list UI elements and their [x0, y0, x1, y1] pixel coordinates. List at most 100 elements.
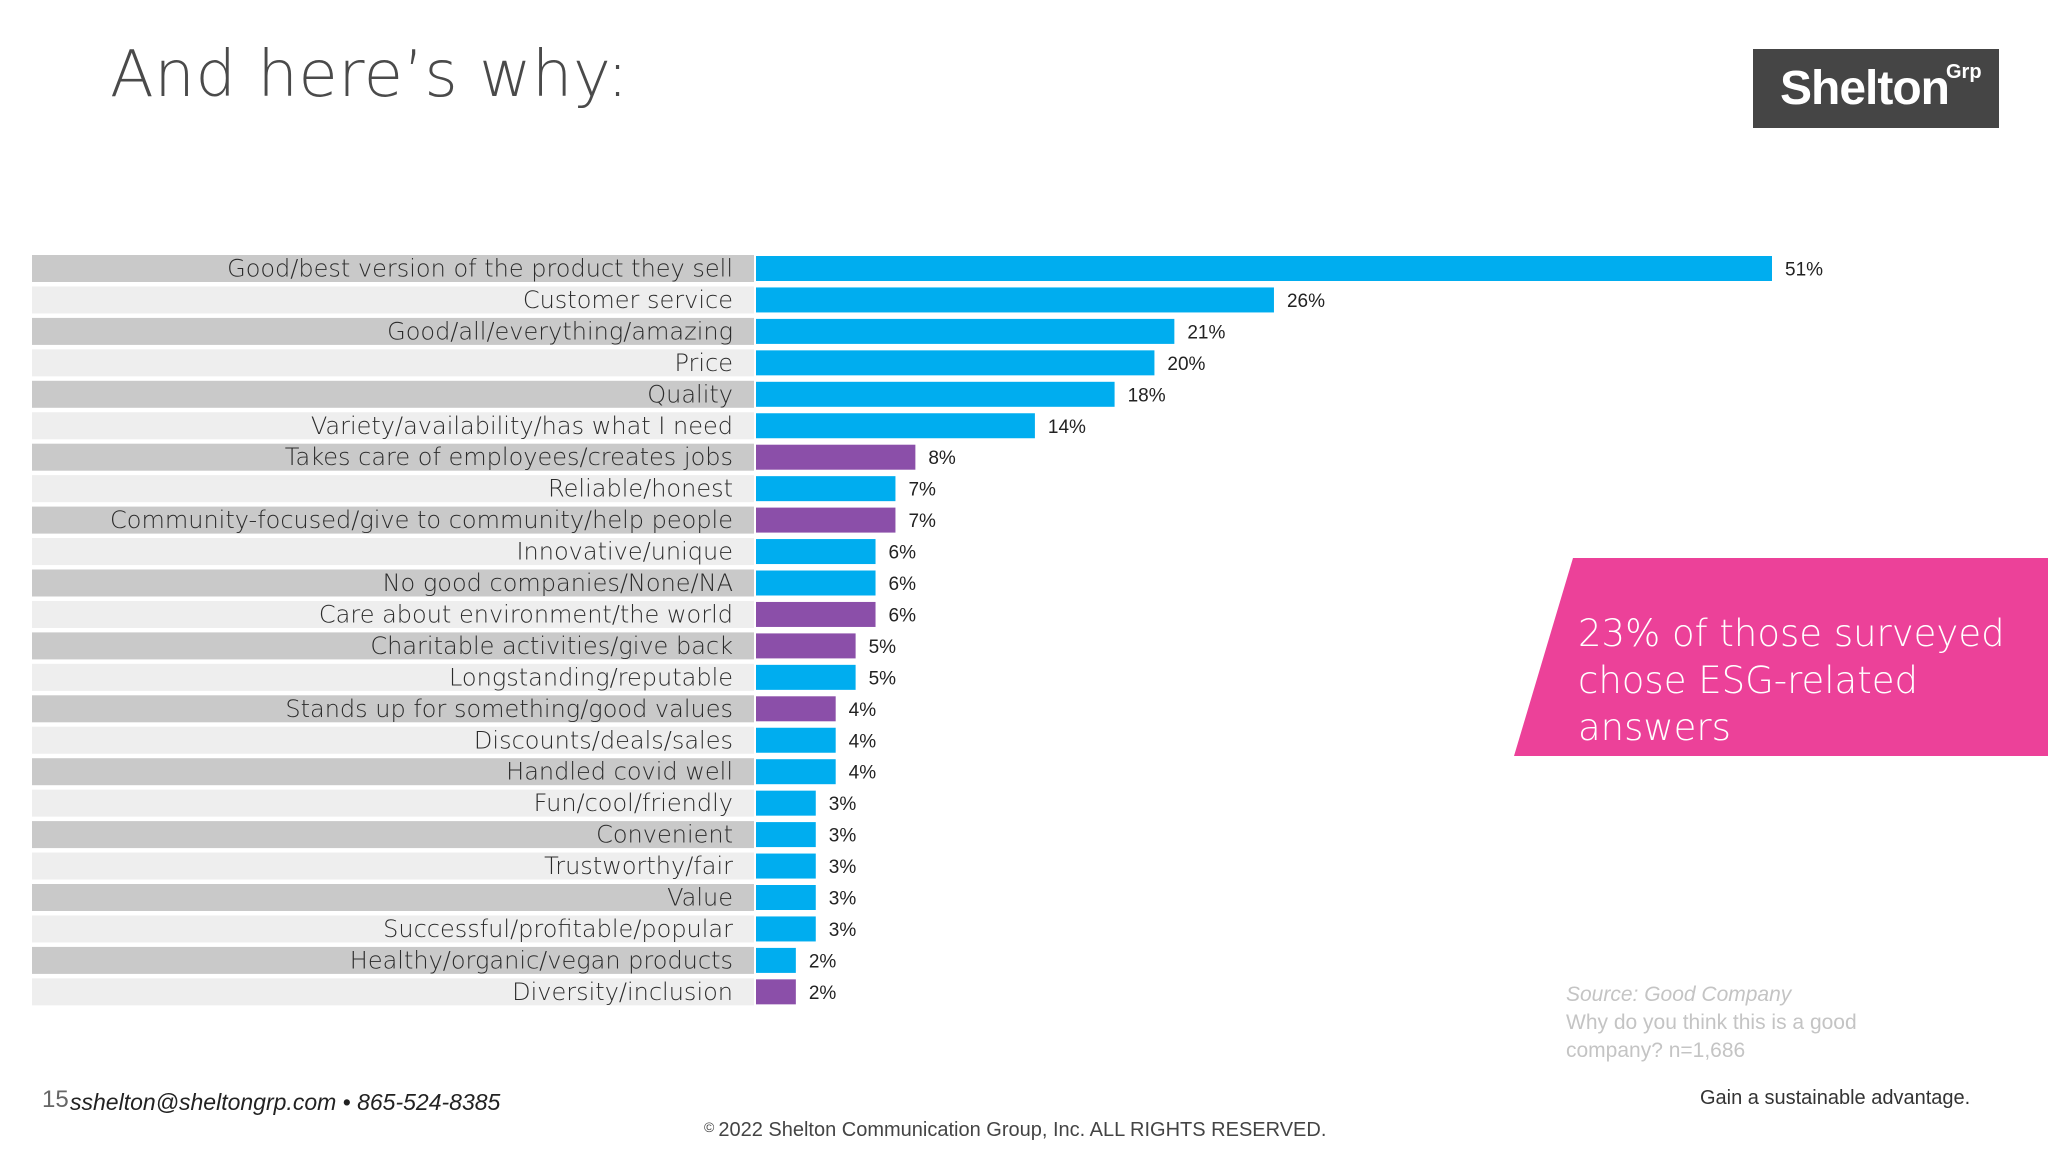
row-band: [32, 569, 754, 597]
category-label: Fun/cool/friendly: [534, 789, 733, 817]
bar: [756, 664, 856, 690]
bar: [756, 381, 1115, 407]
bar: [756, 790, 816, 816]
bar: [756, 916, 816, 942]
row-band: [32, 946, 754, 974]
bar: [756, 350, 1155, 376]
data-label: 4%: [849, 731, 877, 752]
copyright-symbol: ©: [704, 1119, 715, 1135]
tagline: Gain a sustainable advantage.: [1700, 1087, 1971, 1109]
category-label: Trustworthy/fair: [544, 852, 733, 880]
row-band: [32, 663, 754, 691]
row-band: [32, 632, 754, 660]
data-label: 26%: [1287, 291, 1325, 312]
esg-callout: 23% of those surveyed chose ESG-related …: [1514, 558, 2048, 756]
data-label: 3%: [829, 826, 857, 847]
data-label: 3%: [829, 889, 857, 910]
bar: [756, 413, 1035, 439]
bar: [756, 885, 816, 910]
copyright-text: 2022 Shelton Communication Group, Inc. A…: [718, 1119, 1327, 1141]
category-label: Innovative/unique: [516, 538, 733, 566]
row-band: [32, 380, 754, 408]
data-label: 8%: [928, 448, 956, 469]
source-note: Source: Good Company Why do you think th…: [1566, 981, 1926, 1065]
category-label: Good/best version of the product they se…: [227, 255, 733, 283]
row-band: [32, 695, 754, 723]
bar: [756, 759, 836, 785]
esg-bar: [756, 601, 876, 627]
copyright: © 2022 Shelton Communication Group, Inc. …: [704, 1119, 1326, 1142]
bar: [756, 318, 1175, 344]
row-band: [32, 600, 754, 628]
category-label: Value: [667, 884, 733, 912]
category-label: Convenient: [596, 821, 733, 849]
data-label: 3%: [829, 857, 857, 878]
esg-bar: [756, 696, 836, 722]
category-label: Successful/profitable/popular: [383, 915, 733, 943]
page-number: 15: [42, 1086, 69, 1113]
row-band: [32, 349, 754, 377]
category-label: Customer service: [523, 286, 733, 314]
category-label: No good companies/None/NA: [383, 569, 733, 597]
category-label: Reliable/honest: [548, 475, 733, 503]
row-band: [32, 286, 754, 314]
row-band: [32, 443, 754, 471]
row-band: [32, 852, 754, 880]
row-band: [32, 412, 754, 440]
esg-bar: [756, 633, 856, 659]
data-label: 3%: [829, 794, 857, 815]
callout-text: 23% of those surveyed chose ESG-related …: [1578, 612, 2005, 749]
data-label: 6%: [889, 605, 917, 626]
data-label: 2%: [809, 951, 837, 972]
data-label: 6%: [889, 543, 917, 564]
data-label: 6%: [889, 574, 917, 595]
data-label: 4%: [849, 700, 877, 721]
row-band: [32, 821, 754, 849]
category-label: Price: [674, 349, 733, 377]
row-band: [32, 789, 754, 817]
data-label: 14%: [1048, 417, 1086, 438]
category-label: Community-focused/give to community/help…: [110, 506, 733, 534]
slide-title: And here’s why:: [110, 38, 629, 112]
row-band: [32, 255, 754, 282]
data-label: 20%: [1167, 354, 1205, 375]
category-label: Diversity/inclusion: [512, 978, 733, 1006]
data-label: 4%: [849, 763, 877, 784]
category-label: Handled covid well: [506, 758, 733, 786]
category-label: Care about environment/the world: [319, 600, 733, 628]
row-band: [32, 758, 754, 786]
logo-superscript: Grp: [1946, 61, 1982, 83]
bar: [756, 853, 816, 879]
row-band: [32, 884, 754, 911]
data-label: 51%: [1785, 260, 1823, 281]
category-label: Longstanding/reputable: [449, 663, 733, 691]
source-label: Source: Good Company: [1566, 983, 1792, 1006]
survey-question: Why do you think this is a good company?…: [1566, 1011, 1857, 1062]
category-label: Takes care of employees/creates jobs: [285, 443, 733, 471]
row-band: [32, 538, 754, 566]
row-band: [32, 317, 754, 345]
data-label: 18%: [1128, 385, 1166, 406]
category-label: Discounts/deals/sales: [474, 726, 733, 754]
data-label: 5%: [869, 668, 897, 689]
category-label: Good/all/everything/amazing: [387, 317, 733, 345]
row-band: [32, 726, 754, 754]
category-label: Variety/availability/has what I need: [311, 412, 733, 440]
bar: [756, 476, 896, 502]
data-label: 7%: [908, 511, 936, 532]
row-band: [32, 915, 754, 943]
row-band: [32, 978, 754, 1006]
data-label: 3%: [829, 920, 857, 941]
data-label: 5%: [869, 637, 897, 658]
row-band: [32, 475, 754, 503]
category-label: Charitable activities/give back: [370, 632, 733, 660]
bar: [756, 570, 876, 596]
logo-word: Shelton: [1780, 62, 1950, 115]
esg-bar: [756, 444, 916, 470]
bar: [756, 822, 816, 848]
bar: [756, 539, 876, 565]
category-label: Stands up for something/good values: [285, 695, 733, 723]
bar: [756, 727, 836, 753]
data-label: 21%: [1187, 322, 1225, 343]
